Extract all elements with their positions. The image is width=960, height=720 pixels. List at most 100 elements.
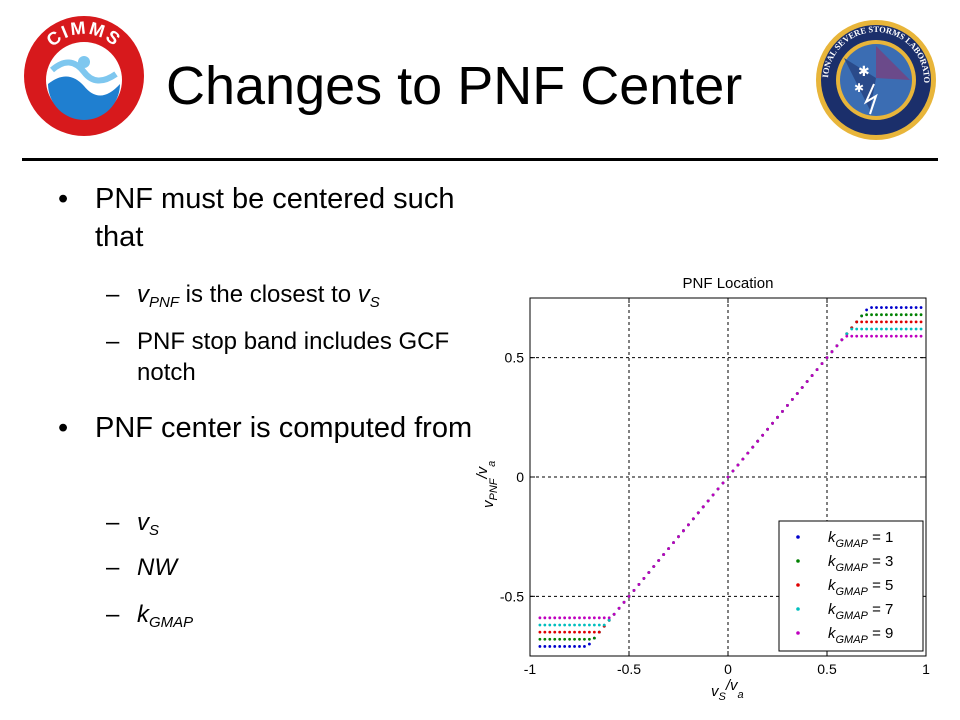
data-point [894, 313, 898, 317]
data-point [795, 392, 799, 395]
data-point [781, 409, 784, 413]
data-point [543, 645, 547, 648]
data-point [543, 630, 547, 634]
data-point [855, 334, 859, 338]
v-pnf-symbol: v [137, 281, 149, 308]
data-point [830, 350, 834, 354]
sub-closest: – vPNF is the closest to vS [106, 281, 380, 311]
data-point [880, 306, 883, 309]
legend-marker [796, 535, 800, 539]
data-point [870, 334, 873, 338]
data-point [691, 517, 695, 521]
data-points [538, 306, 923, 648]
data-point [716, 487, 720, 491]
data-point [889, 313, 893, 317]
data-point [800, 386, 804, 389]
data-point [736, 463, 740, 467]
data-point [597, 630, 601, 634]
data-point [899, 306, 903, 309]
sub-dash: – [106, 554, 120, 581]
data-point [726, 475, 730, 479]
data-point [899, 334, 903, 338]
data-point [870, 306, 873, 309]
data-point [865, 334, 868, 338]
data-point [875, 334, 878, 338]
data-point [894, 334, 898, 338]
legend-label: kGMAP = 9 [828, 625, 893, 646]
sub-stopband: – PNF stop band includes GCF notch [106, 326, 506, 388]
sub-kgmap: – kGMAP [106, 601, 194, 631]
data-point [682, 529, 685, 533]
legend-box [778, 520, 924, 652]
data-point [889, 320, 893, 324]
y-tick-label: 0.5 [505, 350, 525, 366]
data-point [652, 565, 656, 568]
data-point [850, 334, 854, 338]
data-point [835, 344, 839, 348]
data-point [880, 320, 883, 324]
svg-text:✱: ✱ [854, 81, 864, 95]
data-point [578, 645, 581, 648]
data-point [894, 306, 898, 309]
data-point [885, 327, 888, 331]
data-point [899, 320, 903, 324]
data-point [870, 313, 873, 317]
data-point [558, 630, 562, 634]
data-point [578, 623, 581, 627]
data-point [657, 559, 661, 562]
data-point [904, 306, 908, 309]
data-point [667, 547, 670, 550]
data-point [637, 583, 641, 586]
data-point [583, 623, 586, 627]
data-point [875, 320, 878, 324]
data-point [607, 616, 611, 620]
data-point [602, 623, 606, 627]
x-tick-label: -0.5 [617, 661, 641, 677]
data-point [583, 616, 586, 620]
data-point [909, 320, 913, 324]
data-point [889, 306, 893, 309]
data-point [889, 327, 893, 331]
data-point [578, 630, 581, 634]
data-point [919, 320, 923, 324]
data-point [706, 499, 710, 503]
data-point [543, 623, 547, 627]
data-point [588, 637, 591, 641]
data-point [583, 637, 586, 641]
data-point [899, 313, 903, 317]
data-point [558, 616, 562, 620]
data-point [909, 327, 913, 331]
x-tick-label: 1 [922, 661, 930, 677]
data-point [761, 433, 765, 437]
data-point [592, 630, 596, 634]
sub-dash: – [106, 328, 120, 355]
data-point [825, 356, 829, 360]
legend-marker [796, 631, 800, 635]
data-point [880, 313, 883, 317]
data-point [840, 338, 844, 342]
data-point [612, 612, 616, 616]
data-point [568, 637, 571, 641]
data-point [850, 327, 854, 331]
data-point [701, 505, 705, 509]
data-point [904, 320, 908, 324]
x-axis-label: vS/va [711, 677, 744, 703]
chart-legend: kGMAP = 1 kGMAP = 3 kGMAP = 5 kGMAP = 7 kGMA… [778, 520, 924, 652]
data-point [548, 616, 552, 620]
data-point [899, 327, 903, 331]
sub-nw: – NW [106, 552, 506, 583]
data-point [583, 630, 586, 634]
legend-marker [796, 607, 800, 611]
data-point [573, 645, 576, 648]
data-point [677, 535, 680, 539]
data-point [855, 320, 859, 324]
data-point [583, 645, 586, 648]
data-point [548, 637, 552, 641]
data-point [880, 334, 883, 338]
data-point [909, 313, 913, 317]
data-point [914, 327, 918, 331]
pnf-location-chart: PNF Location -1 -0.5 0 0.5 1 -0.5 0 0.5 vS/va v… [474, 275, 930, 703]
v-s-symbol: v [357, 281, 370, 308]
y-tick-label: -0.5 [500, 588, 524, 604]
data-point [855, 327, 859, 331]
